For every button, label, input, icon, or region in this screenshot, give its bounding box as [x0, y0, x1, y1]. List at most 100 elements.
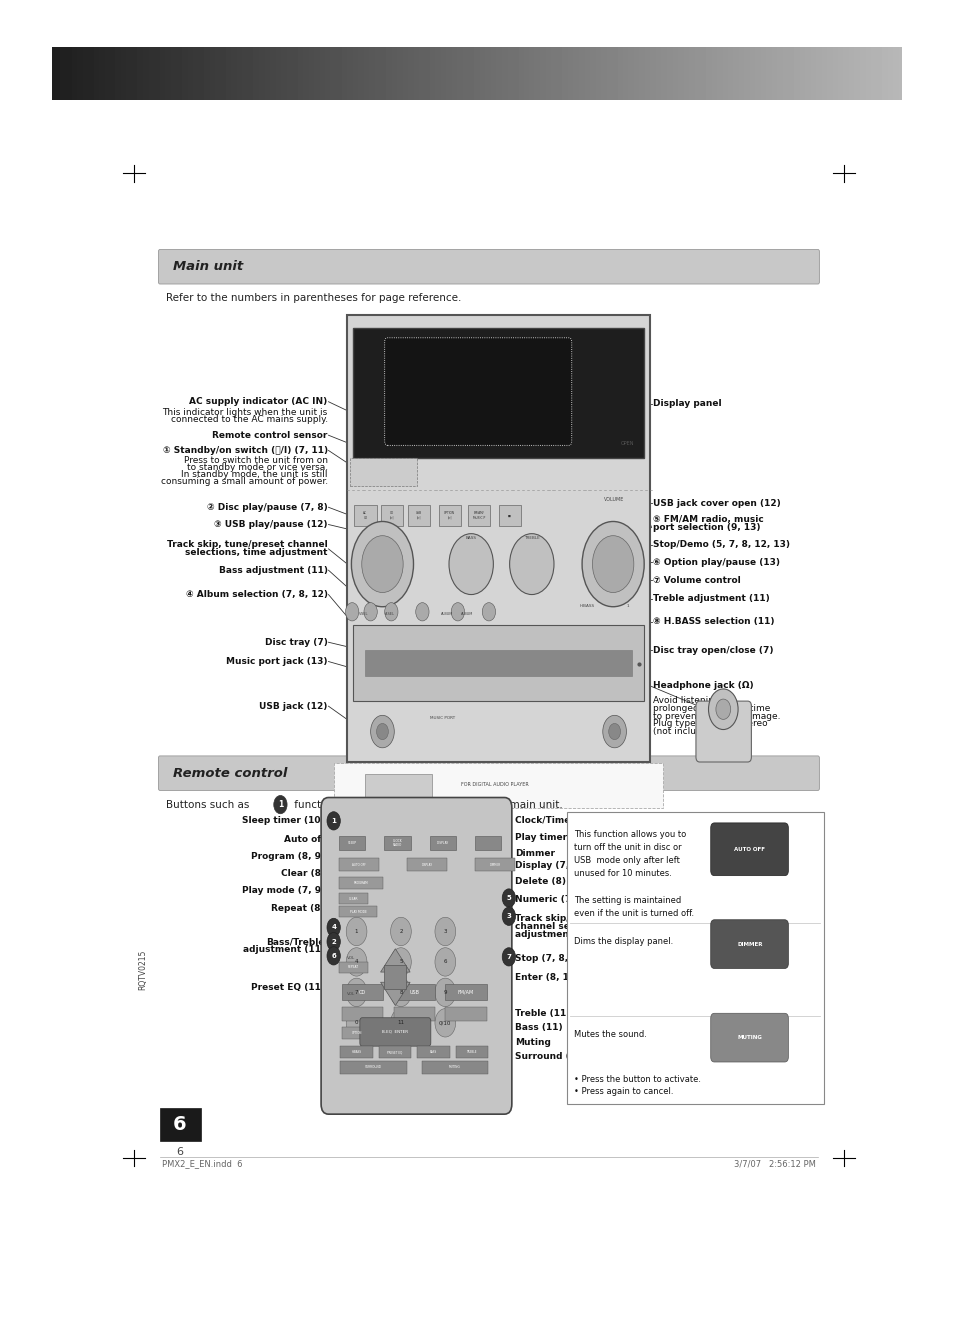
Text: Bass adjustment (11): Bass adjustment (11) — [218, 565, 328, 575]
Bar — [445, 985, 486, 1000]
Text: Music port jack (13): Music port jack (13) — [226, 658, 328, 666]
Text: AUTO OFF: AUTO OFF — [352, 862, 365, 866]
Text: CLEAR: CLEAR — [349, 898, 358, 902]
Text: Clear (8): Clear (8) — [280, 869, 324, 878]
Text: • Press the button to activate.: • Press the button to activate. — [574, 1075, 700, 1085]
Circle shape — [435, 1008, 456, 1037]
Text: consuming a small amount of power.: consuming a small amount of power. — [160, 477, 328, 486]
Text: CD
|>|: CD |>| — [390, 511, 394, 519]
Text: 1: 1 — [277, 800, 283, 809]
Text: DISPLAY: DISPLAY — [436, 841, 449, 845]
Bar — [338, 905, 376, 917]
Text: OPTION: OPTION — [351, 1031, 361, 1035]
Text: The setting is maintained: The setting is maintained — [574, 895, 680, 904]
Text: ALBUM: ALBUM — [440, 612, 453, 616]
Bar — [347, 315, 649, 762]
Text: Play timer (11): Play timer (11) — [515, 833, 590, 842]
Text: FOR DIGITAL AUDIO PLAYER: FOR DIGITAL AUDIO PLAYER — [460, 783, 528, 787]
Text: Program (8, 9): Program (8, 9) — [251, 851, 324, 861]
Circle shape — [376, 724, 388, 739]
Text: V.SEL: V.SEL — [358, 612, 368, 616]
Circle shape — [327, 812, 340, 830]
Text: This function allows you to: This function allows you to — [574, 829, 685, 838]
Text: Numeric (7, 8, 9, 12): Numeric (7, 8, 9, 12) — [515, 895, 619, 904]
Text: turn off the unit in disc or: turn off the unit in disc or — [574, 842, 680, 851]
Bar — [394, 1007, 435, 1020]
Text: USB jack cover open (12): USB jack cover open (12) — [653, 498, 780, 507]
Text: PRESET EQ: PRESET EQ — [387, 1050, 402, 1054]
Text: In standby mode, the unit is still: In standby mode, the unit is still — [181, 471, 328, 480]
Text: OPEN: OPEN — [619, 442, 633, 447]
Text: Dimmer: Dimmer — [515, 849, 555, 858]
Bar — [353, 328, 643, 457]
FancyBboxPatch shape — [384, 337, 571, 445]
Circle shape — [346, 1008, 367, 1037]
Bar — [341, 1007, 383, 1020]
Bar — [378, 1046, 411, 1058]
Text: Treble adjustment (11): Treble adjustment (11) — [653, 594, 769, 604]
Circle shape — [592, 535, 633, 593]
Circle shape — [327, 946, 340, 965]
Circle shape — [501, 948, 515, 966]
FancyBboxPatch shape — [359, 1017, 431, 1046]
Circle shape — [581, 522, 643, 606]
Polygon shape — [380, 949, 410, 973]
Circle shape — [602, 716, 626, 747]
Bar — [429, 836, 456, 850]
Text: 4: 4 — [331, 924, 335, 931]
Text: Sleep timer (10): Sleep timer (10) — [242, 816, 324, 825]
Text: RQTV0215: RQTV0215 — [138, 950, 148, 990]
Circle shape — [390, 948, 411, 977]
Bar — [350, 457, 416, 486]
Text: 3: 3 — [506, 913, 511, 919]
Bar — [468, 505, 490, 526]
Text: ALBUM: ALBUM — [460, 612, 473, 616]
Text: AUTO OFF: AUTO OFF — [734, 846, 764, 851]
Text: Repeat (8): Repeat (8) — [271, 904, 324, 912]
Circle shape — [361, 535, 403, 593]
Circle shape — [435, 948, 456, 977]
Text: USB: USB — [409, 990, 418, 995]
Text: unused for 10 minutes.: unused for 10 minutes. — [574, 869, 671, 878]
Text: FM/AM/
MUSIC P: FM/AM/ MUSIC P — [473, 511, 485, 519]
Bar — [416, 1046, 449, 1058]
Circle shape — [449, 534, 493, 594]
Circle shape — [435, 978, 456, 1007]
Text: Headphone jack (Ω): Headphone jack (Ω) — [653, 681, 753, 691]
Text: 8: 8 — [398, 990, 402, 995]
Text: 3/7/07   2:56:12 PM: 3/7/07 2:56:12 PM — [733, 1160, 815, 1168]
Bar — [353, 625, 643, 701]
Text: 3: 3 — [443, 929, 447, 934]
Circle shape — [327, 919, 340, 937]
Text: SURROUND: SURROUND — [365, 1065, 382, 1069]
Circle shape — [501, 888, 515, 907]
Text: Plug type: 3.5 mm stereo: Plug type: 3.5 mm stereo — [653, 718, 767, 728]
Text: DIMMER: DIMMER — [489, 862, 500, 866]
Bar — [394, 985, 435, 1000]
Text: 0/10: 0/10 — [438, 1020, 451, 1025]
Text: Surround (11): Surround (11) — [515, 1052, 585, 1061]
Circle shape — [346, 917, 367, 946]
Bar — [406, 858, 446, 871]
FancyBboxPatch shape — [158, 249, 819, 283]
Text: 5: 5 — [506, 895, 511, 902]
Text: Press to switch the unit from on: Press to switch the unit from on — [184, 456, 328, 465]
Text: Play mode (7, 9): Play mode (7, 9) — [241, 887, 324, 895]
Text: DISPLAY: DISPLAY — [421, 862, 432, 866]
Text: USB jack (12): USB jack (12) — [259, 701, 328, 710]
Text: Remote control sensor: Remote control sensor — [213, 431, 328, 440]
Circle shape — [327, 933, 340, 950]
Text: 2: 2 — [398, 929, 402, 934]
Bar — [354, 505, 376, 526]
Circle shape — [370, 716, 394, 747]
Bar — [445, 1007, 486, 1020]
Text: 1: 1 — [355, 929, 358, 934]
Text: to prevent hearing damage.: to prevent hearing damage. — [653, 712, 780, 721]
Text: CLOCK
RADIO: CLOCK RADIO — [393, 838, 402, 847]
Circle shape — [715, 699, 730, 720]
Text: ⑧ H.BASS selection (11): ⑧ H.BASS selection (11) — [653, 617, 774, 626]
Text: Preset EQ (11): Preset EQ (11) — [251, 983, 324, 992]
Text: Stop/Demo (5, 7, 8, 12, 13): Stop/Demo (5, 7, 8, 12, 13) — [653, 540, 789, 550]
Bar — [475, 836, 501, 850]
Bar — [340, 1046, 373, 1058]
